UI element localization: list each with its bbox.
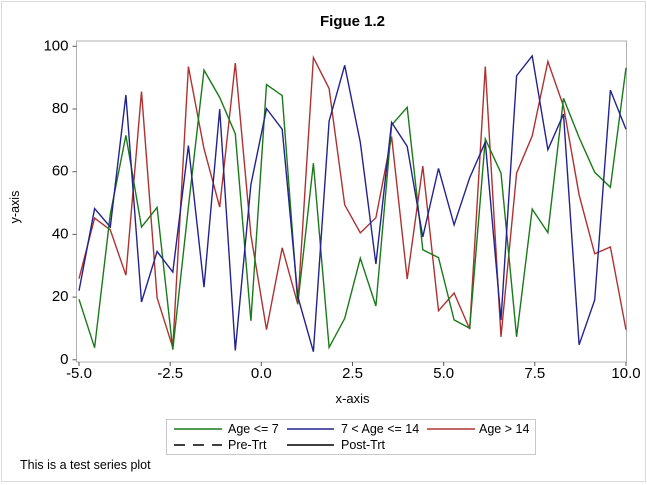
svg-text:-2.5: -2.5 [157, 365, 183, 382]
svg-text:100: 100 [43, 37, 68, 54]
svg-text:20: 20 [52, 288, 69, 305]
svg-text:10.0: 10.0 [611, 365, 640, 382]
svg-text:0.0: 0.0 [251, 365, 272, 382]
svg-text:7.5: 7.5 [524, 365, 545, 382]
svg-text:-5.0: -5.0 [66, 365, 92, 382]
svg-text:60: 60 [52, 163, 69, 180]
svg-text:5.0: 5.0 [433, 365, 454, 382]
svg-text:80: 80 [52, 100, 69, 117]
svg-text:2.5: 2.5 [342, 365, 363, 382]
svg-text:40: 40 [52, 225, 69, 242]
